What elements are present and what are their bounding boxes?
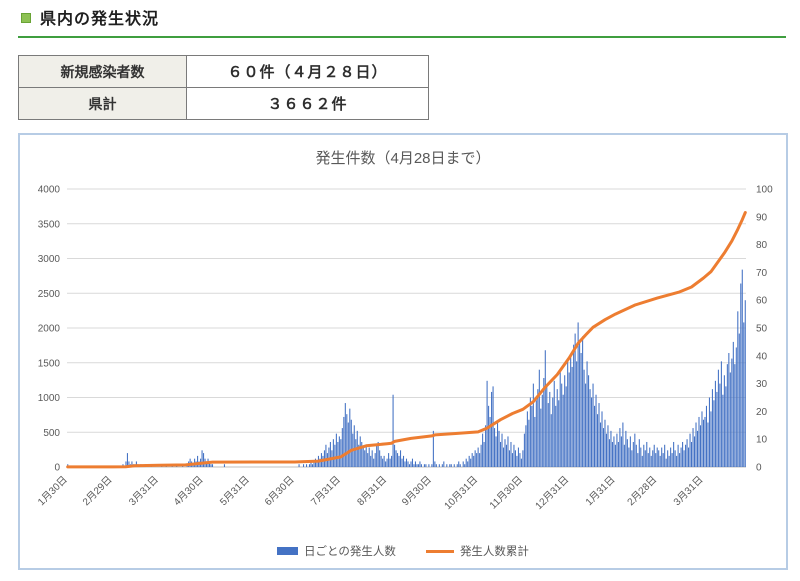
x-axis-tick-label: 3月31日 (126, 474, 160, 508)
y-axis-right-tick-label: 70 (756, 268, 768, 279)
y-axis-right-tick-label: 10 (756, 435, 768, 446)
combo-chart-plot: 0 500 1000 1500 2000 2500 3000 3500 4000 0 10 20 30 4… (35, 185, 773, 512)
y-axis-left-tick-label: 500 (43, 428, 60, 439)
x-axis-tick-label: 12月31日 (533, 474, 571, 512)
prefecture-total-value: ３６６２件 (186, 87, 429, 120)
y-axis-left-tick-label: 2500 (38, 289, 61, 300)
legend-label-cumulative: 発生人数累計 (459, 546, 529, 558)
chart-title: 発生件数（4月28日まで） (315, 150, 491, 167)
x-axis-tick-label: 11月30日 (487, 474, 525, 512)
prefecture-total-label: 県計 (18, 87, 187, 120)
y-axis-left-tick-label: 1500 (38, 358, 61, 369)
x-axis-tick-label: 10月31日 (442, 474, 480, 512)
page-title: 県内の発生状況 (40, 11, 160, 28)
x-axis-tick-label: 5月31日 (218, 474, 252, 508)
section-header: 県内の発生状況 (21, 5, 159, 29)
x-axis-tick-label: 1月30日 (35, 474, 69, 508)
y-axis-right-tick-label: 20 (756, 407, 768, 418)
legend-item-daily: 日ごとの発生人数 (277, 543, 396, 559)
cumulative-line (66, 211, 747, 469)
green-square-bullet-icon (21, 12, 31, 23)
y-axis-left-tick-label: 3500 (38, 219, 61, 230)
y-axis-right-tick-label: 80 (756, 240, 768, 251)
y-axis-right-tick-label: 60 (756, 296, 768, 307)
x-axis-tick-label: 7月31日 (309, 474, 343, 508)
line-series-swatch-icon (425, 549, 454, 553)
table-row: 新規感染者数 ６０件（４月２８日） (18, 55, 429, 88)
y-axis-left-tick-label: 1000 (38, 393, 61, 404)
chart-card: 発生件数（4月28日まで） 0 500 1000 1500 2000 2500 3000 35… (18, 133, 788, 570)
legend-label-daily: 日ごとの発生人数 (304, 546, 396, 558)
x-axis-tick-label: 6月30日 (262, 474, 296, 508)
x-axis-tick-label: 4月30日 (171, 474, 205, 508)
new-cases-label: 新規感染者数 (18, 55, 187, 88)
y-axis-right-tick-label: 100 (756, 185, 773, 196)
x-axis-tick-label: 2月28日 (625, 474, 659, 508)
y-axis-left-tick-label: 0 (54, 463, 60, 474)
y-axis-right-tick-label: 90 (756, 212, 768, 223)
y-axis-left-tick-label: 3000 (38, 254, 61, 265)
header-divider (18, 36, 786, 38)
x-axis-tick-label: 9月30日 (400, 474, 434, 508)
x-axis-tick-label: 3月31日 (671, 474, 705, 508)
y-axis-left-tick-label: 2000 (38, 324, 61, 335)
table-row: 県計 ３６６２件 (18, 87, 429, 120)
x-axis-tick-label: 1月31日 (583, 474, 617, 508)
bar-series-swatch-icon (277, 547, 299, 555)
daily-bars (67, 269, 746, 467)
x-axis-tick-label: 2月29日 (80, 474, 114, 508)
y-axis-right-tick-label: 40 (756, 351, 768, 362)
y-axis-right-tick-label: 0 (756, 463, 762, 474)
y-axis-left-tick-label: 4000 (38, 185, 61, 196)
y-axis-right-tick-label: 30 (756, 379, 768, 390)
y-axis-right-tick-label: 50 (756, 324, 768, 335)
new-cases-value: ６０件（４月２８日） (186, 55, 429, 88)
chart-legend: 日ごとの発生人数 発生人数累計 (20, 543, 786, 559)
summary-table: 新規感染者数 ６０件（４月２８日） 県計 ３６６２件 (18, 55, 429, 120)
legend-item-cumulative: 発生人数累計 (425, 543, 529, 559)
x-axis-tick-label: 8月31日 (355, 474, 389, 508)
